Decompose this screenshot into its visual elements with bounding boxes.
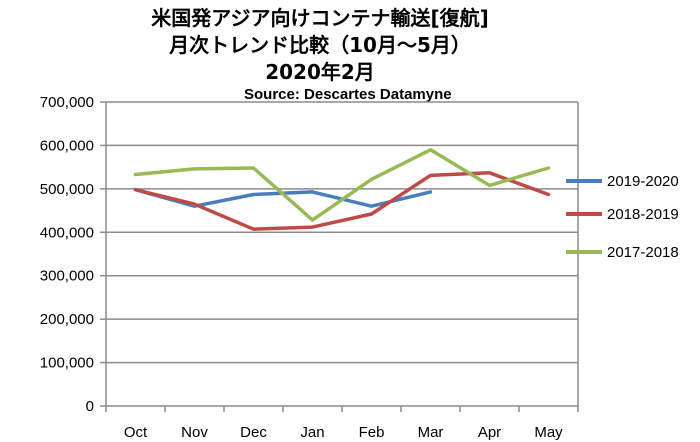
x-tick-label: Nov [181, 424, 208, 441]
y-tick-label: 700,000 [40, 94, 94, 111]
series-line-2018-2019 [133, 171, 551, 231]
legend-label: 2019-2020 [607, 173, 679, 190]
legend-label: 2018-2019 [607, 206, 679, 223]
x-tick-label: Feb [359, 424, 385, 441]
chart-subtitle: 月次トレンド比較（10月～5月） [169, 33, 471, 57]
y-tick-label: 300,000 [40, 268, 94, 285]
y-tick-label: 500,000 [40, 181, 94, 198]
chart-title: 米国発アジア向けコンテナ輸送[復航] [151, 6, 489, 30]
y-tick-label: 0 [86, 398, 94, 415]
x-tick-label: Apr [478, 424, 501, 441]
y-tick-label: 400,000 [40, 224, 94, 241]
y-tick-label: 100,000 [40, 355, 94, 372]
legend-label: 2017-2018 [607, 244, 679, 261]
y-tick-label: 600,000 [40, 137, 94, 154]
x-tick-label: May [534, 424, 563, 441]
x-tick-label: Oct [124, 424, 148, 441]
x-tick-label: Dec [240, 424, 267, 441]
legend: 2019-2020 2018-2019 2017-2018 [566, 173, 679, 261]
x-axis-ticks: Oct Nov Dec Jan Feb Mar Apr May [124, 424, 563, 441]
grid-lines [106, 101, 579, 406]
series-line-2017-2018 [133, 148, 551, 222]
chart-date: 2020年2月 [265, 60, 375, 84]
y-axis-ticks: 0 100,000 200,000 300,000 400,000 500,000 600,… [40, 94, 94, 415]
chart-source: Source: Descartes Datamyne [244, 86, 452, 103]
y-tick-label: 200,000 [40, 311, 94, 328]
axes [100, 101, 579, 412]
series-lines [133, 148, 551, 231]
x-tick-label: Mar [418, 424, 444, 441]
x-tick-label: Jan [300, 424, 324, 441]
